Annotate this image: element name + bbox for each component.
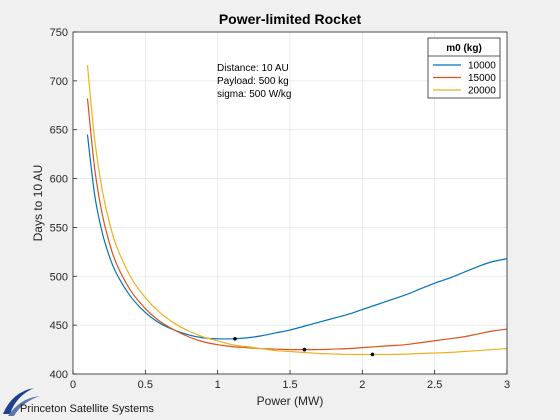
x-tick-label: 3 xyxy=(504,379,510,391)
y-tick-label: 600 xyxy=(50,174,68,186)
y-tick-label: 700 xyxy=(50,76,68,88)
x-axis-label: Power (MW) xyxy=(257,394,324,408)
annotation-box: Distance: 10 AU Payload: 500 kg sigma: 5… xyxy=(217,63,291,100)
y-tick-label: 650 xyxy=(50,125,68,137)
legend-label-10000: 10000 xyxy=(468,61,496,72)
legend-box xyxy=(427,37,501,99)
plot-frame xyxy=(72,31,508,375)
legend-title: m0 (kg) xyxy=(446,43,482,54)
x-tick-label: 1.5 xyxy=(282,379,297,391)
x-tick-label: 2 xyxy=(359,379,365,391)
y-tick-label: 500 xyxy=(50,271,68,283)
x-tick-label: 0.5 xyxy=(138,379,153,391)
annotation-distance: Distance: 10 AU xyxy=(217,63,289,74)
optimum-point-10000 xyxy=(233,337,237,341)
brand-logo: Princeton Satellite Systems xyxy=(3,388,154,416)
series-line-15000 xyxy=(86,98,508,351)
y-tick-label: 750 xyxy=(50,27,68,39)
optimum-point-15000 xyxy=(302,347,307,352)
legend-label-20000: 20000 xyxy=(468,86,496,97)
annotation-sigma: sigma: 500 W/kg xyxy=(217,89,291,100)
y-axis-label: Days to 10 AU xyxy=(31,165,45,242)
x-tick-label: 0 xyxy=(70,379,76,391)
tick-labels: 0 0.5 1 1.5 2 2.5 3 400 450 500 550 600 650 700 750 xyxy=(50,27,510,391)
princeton-satellite-systems-logo xyxy=(3,388,34,414)
company-name: Princeton Satellite Systems xyxy=(20,403,154,415)
y-tick-label: 450 xyxy=(50,320,68,332)
series-line-20000 xyxy=(86,65,508,356)
logo-swoosh-icon xyxy=(8,396,40,416)
x-tick-label: 2.5 xyxy=(427,379,442,391)
y-tick-label: 400 xyxy=(50,369,68,381)
series-layer xyxy=(86,65,508,357)
legend-label-15000: 15000 xyxy=(468,73,496,84)
y-tick-label: 550 xyxy=(50,222,68,234)
series-line-10000 xyxy=(86,134,508,340)
optimum-point-20000 xyxy=(370,352,375,357)
chart-title: Power-limited Rocket xyxy=(219,11,362,27)
x-tick-label: 1 xyxy=(215,379,221,391)
annotation-payload: Payload: 500 kg xyxy=(217,76,289,87)
